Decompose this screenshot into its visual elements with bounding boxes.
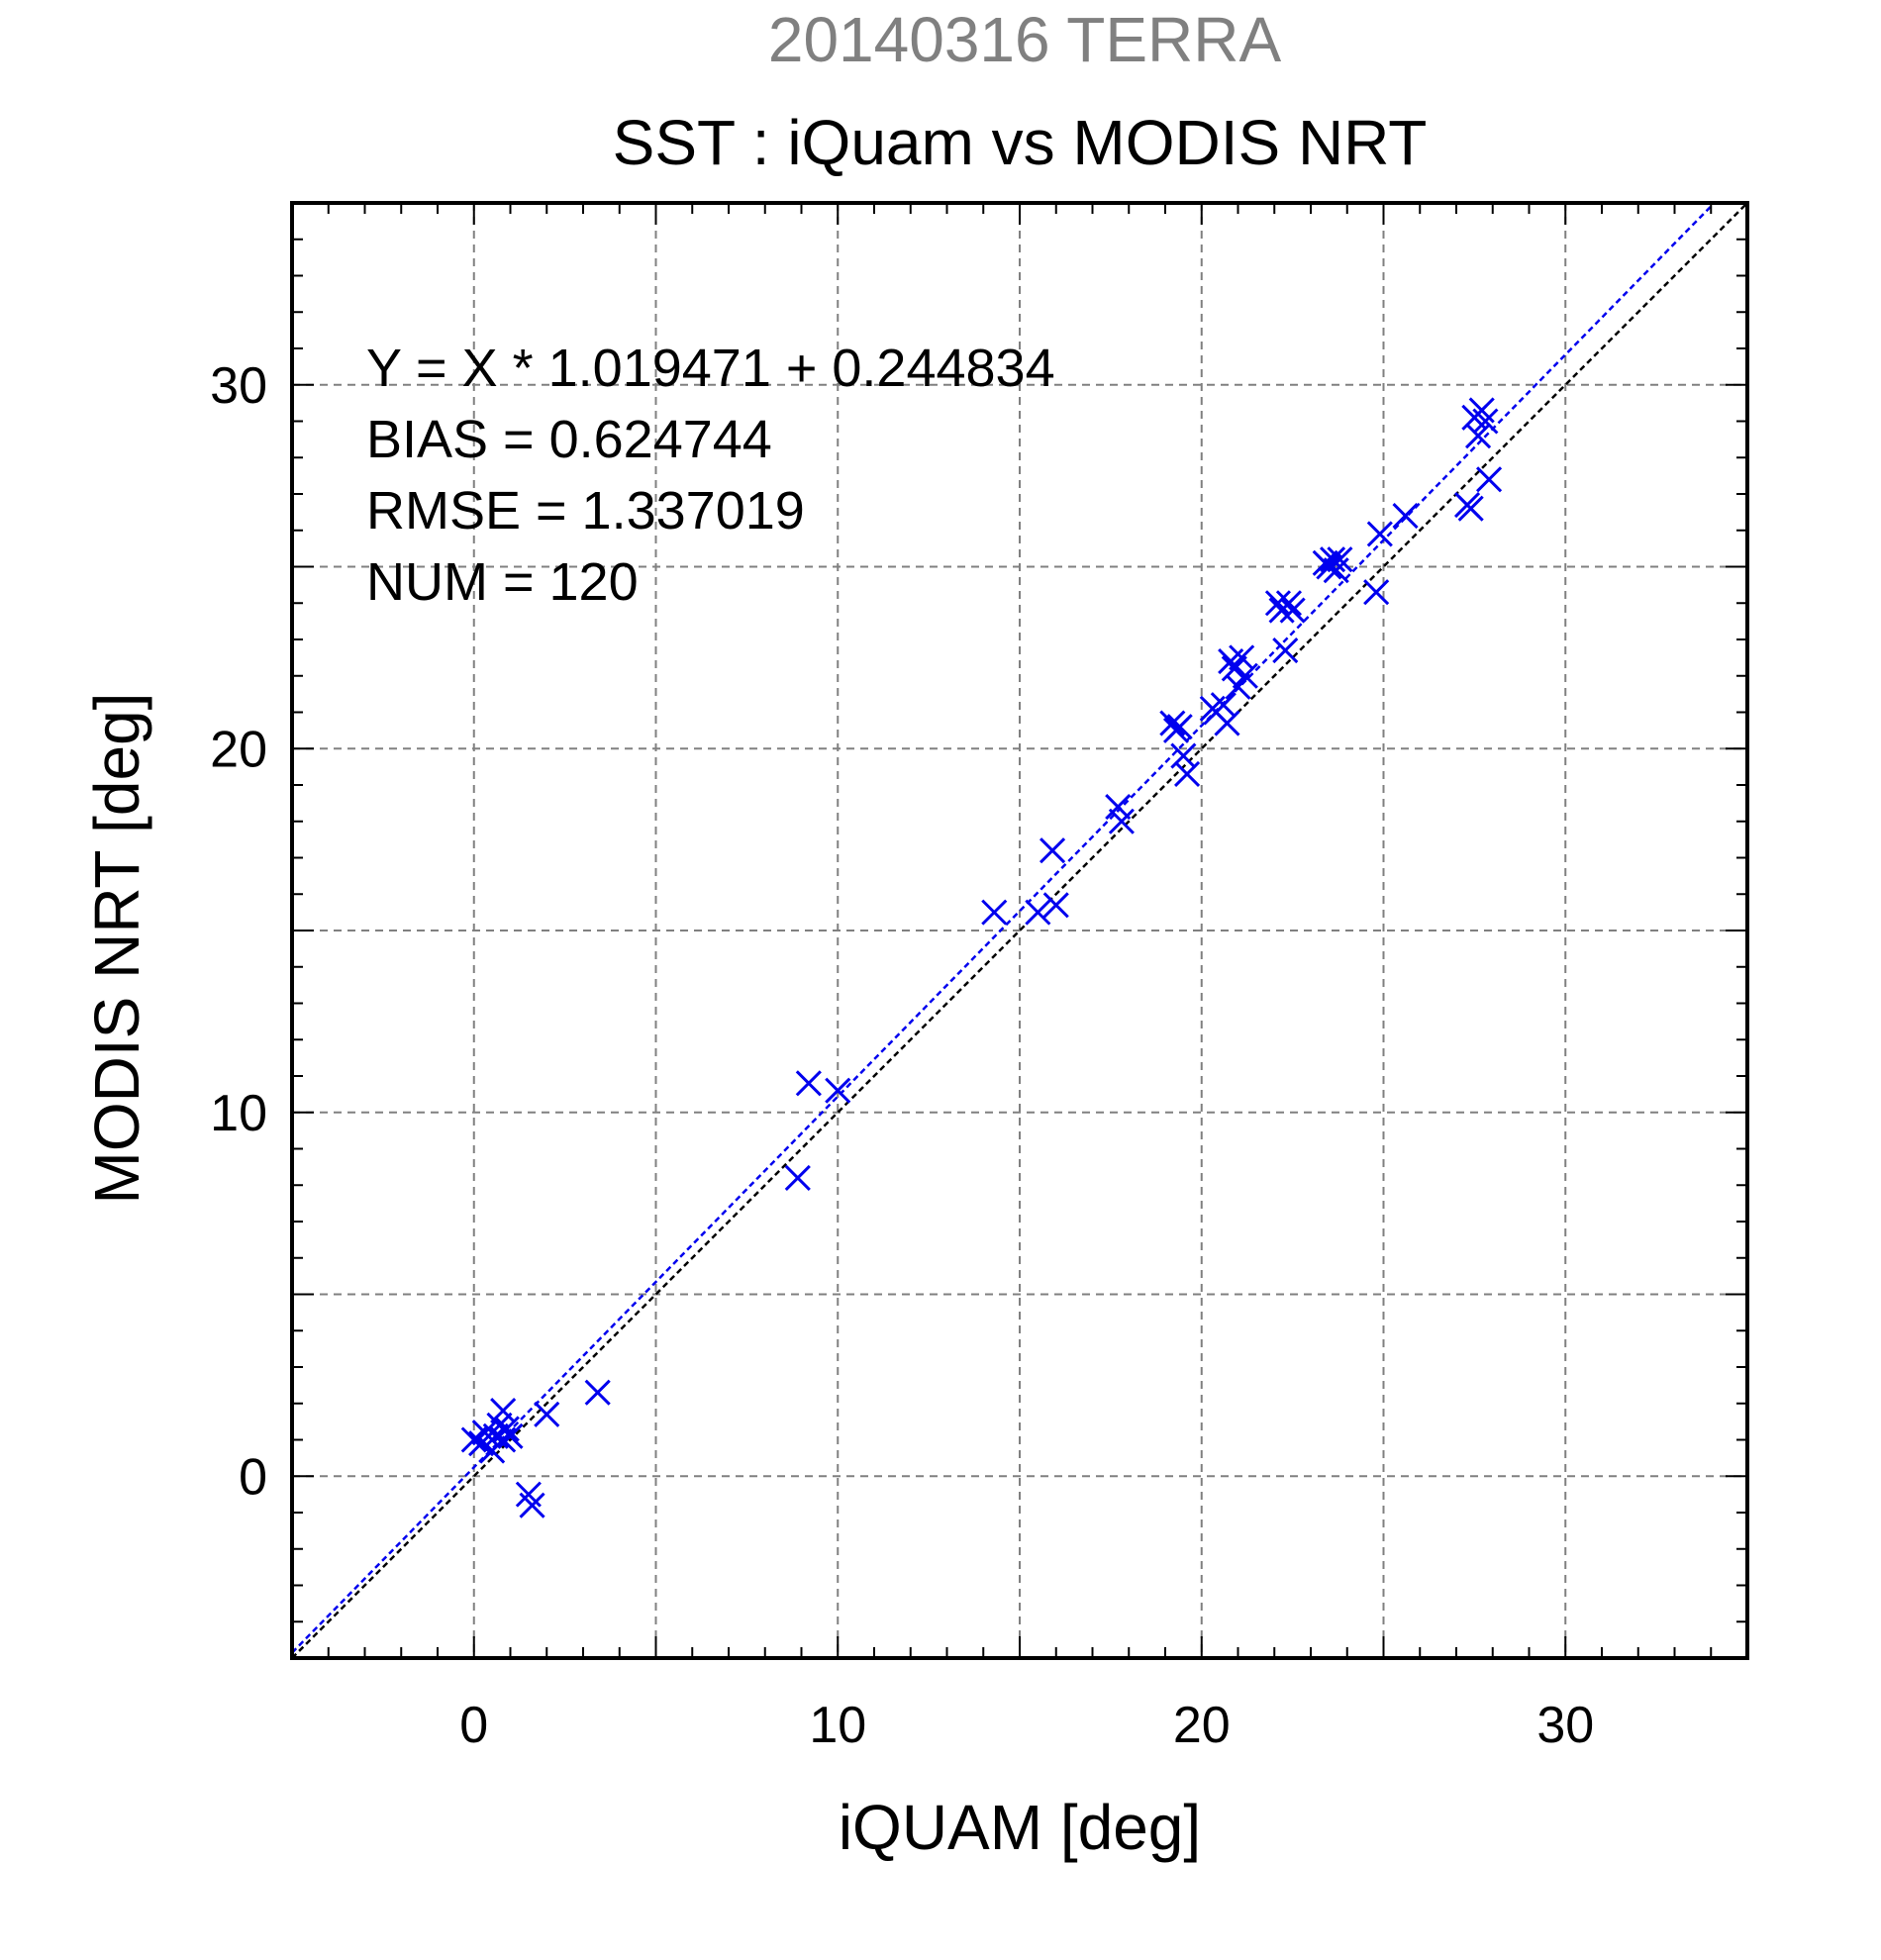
- data-point-stroke: [471, 1420, 498, 1446]
- data-point: [1275, 590, 1303, 617]
- stats-rmse: RMSE = 1.337019: [366, 481, 805, 540]
- data-point: [1272, 637, 1299, 664]
- data-point: [1040, 837, 1066, 864]
- data-point-stroke: [1472, 408, 1499, 435]
- y-tick-label: 10: [210, 1085, 267, 1142]
- data-point-stroke: [534, 1401, 560, 1427]
- y-axis-label: MODIS NRT [deg]: [81, 693, 152, 1205]
- data-point: [1042, 892, 1069, 919]
- data-point-stroke: [1319, 546, 1346, 573]
- data-point: [1225, 673, 1251, 700]
- data-point-stroke: [784, 1164, 811, 1191]
- data-point: [1457, 495, 1484, 522]
- tick-marks: [291, 202, 1748, 1659]
- data-point: [825, 1077, 851, 1104]
- data-point-stroke: [1214, 710, 1240, 736]
- data-point-stroke: [1166, 714, 1193, 740]
- data-point-stroke: [1464, 423, 1492, 449]
- data-point: [795, 1070, 822, 1097]
- x-tick-label: 10: [809, 1697, 866, 1754]
- data-point-stroke: [519, 1492, 545, 1519]
- data-point: [1232, 662, 1258, 689]
- y-tick-label: 0: [239, 1448, 267, 1506]
- data-point-stroke: [1279, 597, 1306, 624]
- data-point: [1279, 597, 1306, 624]
- data-point-stroke: [1042, 892, 1069, 919]
- data-point: [981, 899, 1008, 926]
- x-tick-label: 20: [1173, 1697, 1231, 1754]
- data-point-stroke: [1363, 579, 1390, 606]
- data-point-stroke: [515, 1481, 542, 1508]
- data-point: [1173, 760, 1201, 788]
- data-point-stroke: [795, 1070, 822, 1097]
- data-point-stroke: [1040, 837, 1066, 864]
- data-point-stroke: [1025, 899, 1051, 926]
- y-tick-label: 20: [210, 721, 267, 778]
- tick-labels: 0 10 20 30 0 10 20 30: [210, 357, 1594, 1754]
- chart-subtitle: 20140316 TERRA: [768, 4, 1282, 75]
- stats-num: NUM = 120: [366, 552, 639, 612]
- data-point-stroke: [1468, 397, 1495, 424]
- chart-title: SST : iQuam vs MODIS NRT: [613, 107, 1428, 178]
- data-point: [1366, 521, 1393, 547]
- data-point: [1105, 793, 1132, 821]
- data-point: [1464, 423, 1492, 449]
- data-point: [1108, 808, 1135, 834]
- data-point: [1327, 546, 1353, 573]
- data-point: [1472, 408, 1499, 435]
- data-point-stroke: [460, 1426, 487, 1453]
- stats-regression: Y = X * 1.019471 + 0.244834: [366, 339, 1055, 398]
- data-point-stroke: [1476, 466, 1503, 493]
- regression-line: [291, 202, 1716, 1654]
- data-point: [1166, 714, 1193, 740]
- data-point: [1392, 502, 1419, 530]
- data-point-stroke: [1316, 553, 1342, 580]
- data-point-stroke: [1327, 546, 1353, 573]
- data-point-stroke: [584, 1379, 611, 1406]
- data-point: [1159, 710, 1186, 736]
- data-point-stroke: [1232, 662, 1258, 689]
- data-point-stroke: [825, 1077, 851, 1104]
- data-point-stroke: [981, 899, 1008, 926]
- data-point: [1363, 579, 1390, 606]
- data-point: [493, 1416, 520, 1442]
- data-point-stroke: [1392, 502, 1419, 530]
- data-point: [1476, 466, 1503, 493]
- data-point-stroke: [1457, 495, 1484, 522]
- data-point-stroke: [493, 1416, 520, 1442]
- data-point-stroke: [1264, 590, 1291, 617]
- data-point: [460, 1426, 487, 1453]
- data-point: [1214, 710, 1240, 736]
- data-point: [1316, 553, 1342, 580]
- data-points: [460, 397, 1503, 1519]
- data-point-stroke: [1366, 521, 1393, 547]
- data-point-stroke: [1272, 637, 1299, 664]
- data-point: [534, 1401, 560, 1427]
- x-tick-label: 30: [1536, 1697, 1594, 1754]
- grid-lines: [292, 203, 1747, 1658]
- stats-bias: BIAS = 0.624744: [366, 410, 772, 469]
- data-point: [1264, 590, 1291, 617]
- data-point-stroke: [1108, 808, 1135, 834]
- data-point-stroke: [1105, 793, 1132, 821]
- data-point-stroke: [1275, 590, 1303, 617]
- data-point: [784, 1164, 811, 1191]
- x-tick-label: 0: [459, 1697, 488, 1754]
- data-point: [497, 1422, 524, 1449]
- x-axis-label: iQUAM [deg]: [839, 1792, 1201, 1863]
- identity-line: [291, 202, 1748, 1659]
- data-point: [519, 1492, 545, 1519]
- data-point-stroke: [497, 1422, 524, 1449]
- data-point-stroke: [1159, 710, 1186, 736]
- data-point-stroke: [1173, 760, 1201, 788]
- data-point: [584, 1379, 611, 1406]
- data-point-stroke: [1225, 673, 1251, 700]
- data-point: [1025, 899, 1051, 926]
- y-tick-label: 30: [210, 357, 267, 415]
- reference-lines: [291, 202, 1748, 1659]
- stats-annotation: Y = X * 1.019471 + 0.244834 BIAS = 0.624…: [366, 339, 1055, 612]
